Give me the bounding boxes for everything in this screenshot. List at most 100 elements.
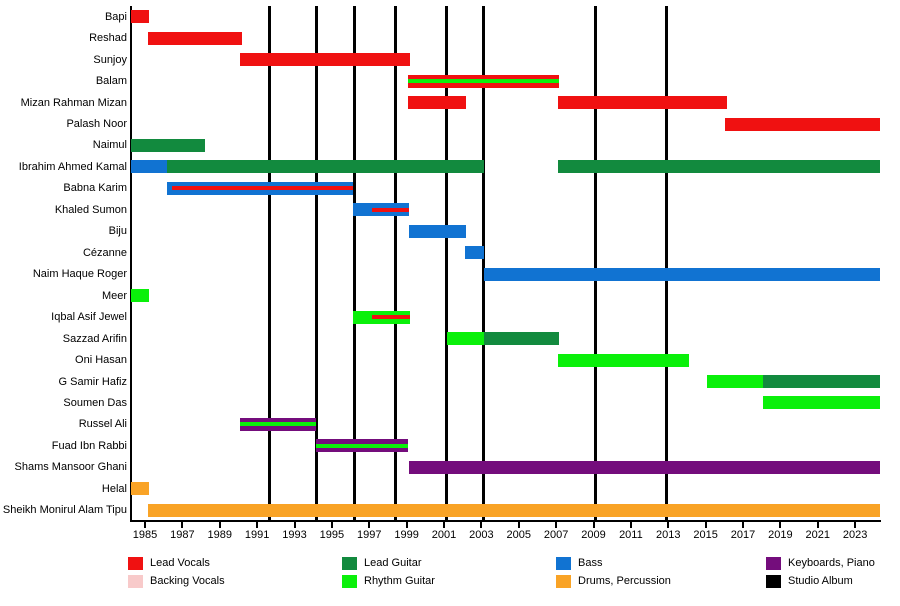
timeline-bar-rhythm_guitar — [706, 375, 763, 389]
legend-label: Drums, Percussion — [578, 575, 671, 587]
studio-album-line — [315, 6, 319, 520]
x-axis-tick-label: 1999 — [394, 529, 419, 541]
x-axis-tick — [704, 522, 707, 528]
legend-label: Backing Vocals — [150, 575, 225, 587]
x-axis-tick-label: 1993 — [282, 529, 307, 541]
x-axis-tick-label: 2021 — [805, 529, 830, 541]
member-label: Khaled Sumon — [54, 203, 127, 216]
legend-swatch-keyboards — [766, 557, 781, 570]
timeline-bar-stripe-rhythm_guitar — [239, 422, 316, 427]
timeline-bar-lead_vocals — [239, 53, 410, 67]
x-axis-tick — [181, 522, 184, 528]
member-label: Naimul — [92, 139, 127, 152]
studio-album-line — [393, 6, 397, 520]
timeline-bar-lead_guitar — [167, 160, 484, 174]
member-label: G Samir Hafiz — [58, 375, 127, 388]
legend-label: Bass — [578, 557, 603, 569]
x-axis-tick — [144, 522, 147, 528]
x-axis-tick-label: 2019 — [768, 529, 793, 541]
timeline-bar-lead_guitar — [762, 375, 880, 389]
timeline-bar-lead_guitar — [558, 160, 880, 174]
x-axis-tick-label: 2013 — [656, 529, 681, 541]
member-label: Russel Ali — [78, 418, 127, 431]
timeline-bar-stripe-lead_vocals — [171, 186, 353, 191]
x-axis-tick-label: 2001 — [431, 529, 457, 541]
legend-item-drums: Drums, Percussion — [556, 575, 756, 589]
timeline-bar-lead_vocals — [408, 74, 559, 88]
member-label: Helal — [101, 482, 127, 495]
timeline-bar-lead_vocals — [408, 96, 466, 110]
x-axis-tick — [218, 522, 221, 528]
member-label: Sunjoy — [93, 53, 127, 66]
legend-swatch-lead_guitar — [342, 557, 357, 570]
member-label: Oni Hasan — [75, 354, 127, 367]
studio-album-line — [481, 6, 485, 520]
member-label: Soumen Das — [63, 396, 127, 409]
x-axis-tick-label: 2015 — [693, 529, 718, 541]
legend-swatch-rhythm_guitar — [342, 575, 357, 588]
x-axis-tick-label: 2023 — [842, 529, 868, 541]
x-axis-tick — [368, 522, 371, 528]
timeline-bar-lead_vocals — [724, 117, 880, 131]
studio-album-line — [445, 6, 449, 520]
timeline-bar-keyboards — [316, 439, 409, 453]
timeline-bar-rhythm_guitar — [131, 289, 149, 303]
timeline-bar-drums — [131, 482, 149, 496]
x-axis-tick — [480, 522, 483, 528]
member-label: Sheikh Monirul Alam Tipu — [2, 504, 127, 517]
timeline-bar-rhythm_guitar — [446, 332, 484, 346]
legend-swatch-drums — [556, 575, 571, 588]
x-axis-tick — [592, 522, 595, 528]
timeline-bar-lead_guitar — [131, 138, 205, 152]
legend-label: Rhythm Guitar — [364, 575, 435, 587]
x-axis-tick-label: 1987 — [170, 529, 195, 541]
timeline-bar-lead_vocals — [558, 96, 727, 110]
legend-swatch-bass — [556, 557, 571, 570]
legend-item-lead_guitar: Lead Guitar — [342, 557, 542, 571]
member-label: Iqbal Asif Jewel — [51, 311, 127, 324]
x-axis-tick — [555, 522, 558, 528]
x-axis-tick — [443, 522, 446, 528]
x-axis-tick — [742, 522, 745, 528]
x-axis-tick — [330, 522, 333, 528]
x-axis-tick — [816, 522, 819, 528]
timeline-bar-stripe-rhythm_guitar — [408, 79, 559, 84]
member-label: Ibrahim Ahmed Kamal — [18, 160, 127, 173]
timeline-bar-lead_vocals — [131, 10, 149, 24]
y-axis-line — [130, 6, 132, 522]
x-axis-tick — [854, 522, 857, 528]
timeline-bar-stripe-lead_vocals — [371, 207, 410, 212]
x-axis-tick-label: 2003 — [469, 529, 494, 541]
x-axis-tick — [629, 522, 632, 528]
x-axis-tick-label: 1991 — [244, 529, 270, 541]
timeline-bar-bass — [409, 224, 466, 238]
x-axis-tick-label: 1985 — [132, 529, 158, 541]
member-label: Sazzad Arifin — [62, 332, 127, 345]
timeline-bar-keyboards — [239, 417, 316, 431]
member-label: Cézanne — [82, 246, 127, 259]
x-axis-tick-label: 2011 — [619, 529, 643, 541]
timeline-bar-stripe-rhythm_guitar — [316, 443, 409, 448]
member-label: Meer — [101, 289, 127, 302]
studio-album-line — [664, 6, 668, 520]
x-axis-tick — [405, 522, 408, 528]
legend-swatch-studio_album — [766, 575, 781, 588]
x-axis-tick — [517, 522, 520, 528]
member-label: Babna Karim — [63, 182, 127, 195]
studio-album-line — [353, 6, 356, 520]
legend-item-bass: Bass — [556, 557, 756, 571]
x-axis-tick-label: 2007 — [543, 529, 569, 541]
timeline-bar-rhythm_guitar — [352, 310, 410, 324]
timeline-bar-bass — [167, 181, 353, 195]
legend-item-lead_vocals: Lead Vocals — [128, 557, 328, 571]
legend-label: Lead Vocals — [150, 557, 210, 569]
studio-album-line — [593, 6, 597, 520]
timeline-bar-lead_guitar — [484, 332, 559, 346]
legend-item-backing_vocals: Backing Vocals — [128, 575, 328, 589]
member-label: Shams Mansoor Ghani — [14, 461, 128, 474]
timeline-bar-bass — [131, 160, 168, 174]
timeline-bar-rhythm_guitar — [558, 353, 690, 367]
legend-label: Lead Guitar — [364, 557, 422, 569]
x-axis-tick-label: 2005 — [506, 529, 531, 541]
